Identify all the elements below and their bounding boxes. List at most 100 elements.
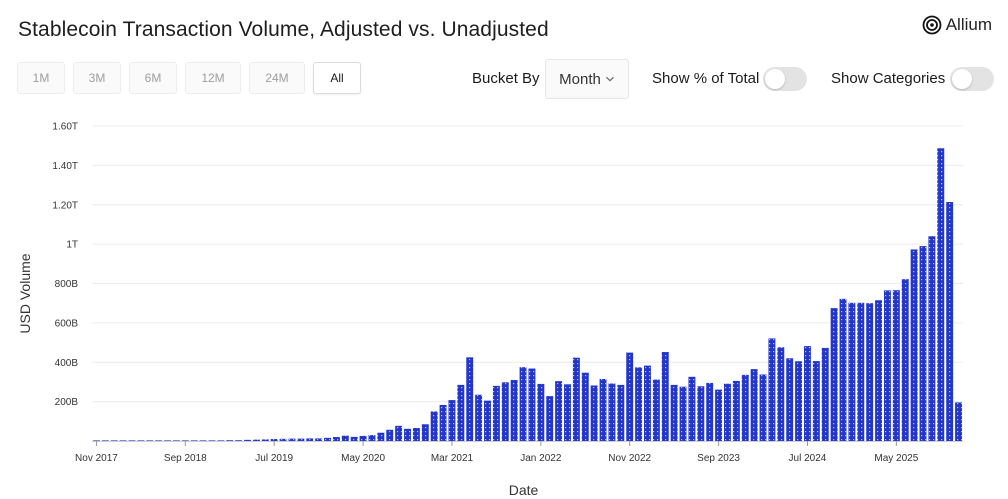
volume-bar-chart: 200B 400B 600B 800B 1T 1.20T 1.40T 1.60T Nov 201… [17,122,963,498]
range-tab-24m[interactable]: 24M [249,62,305,94]
bar [484,400,491,441]
bar [270,439,278,441]
bar [404,428,411,441]
y-tick-label: 1T [66,240,78,251]
bar [288,438,296,441]
bar [519,367,527,441]
bar [430,411,438,441]
bar [946,201,954,441]
bar [235,440,243,441]
bar [759,374,767,441]
bar [750,369,758,441]
bar [359,435,367,441]
bar [777,347,785,441]
bar [724,383,731,441]
bar [306,438,314,441]
y-tick-label: 600B [55,318,79,329]
bar [883,290,891,441]
bar [475,394,483,441]
x-axis-title: Date [509,482,539,498]
brand-name: Allium [945,15,992,34]
range-tab-3m[interactable]: 3M [73,62,121,94]
range-tab-12m[interactable]: 12M [185,62,241,94]
bar [786,358,794,441]
show-percent-label: Show % of Total [652,70,760,87]
bar [297,438,305,441]
bar [688,376,696,441]
bar [581,372,589,441]
bar [466,357,474,441]
bar [448,400,456,441]
bucket-by-value: Month [559,70,601,88]
bar [937,148,945,441]
bar [412,428,420,441]
bar [421,424,429,441]
y-axis-title: USD Volume [17,253,33,333]
show-categories-toggle[interactable] [950,67,994,91]
show-percent-toggle[interactable] [763,67,807,91]
bar [812,361,820,441]
bar [395,425,403,441]
bar [919,246,927,441]
bar [617,384,625,441]
bar [181,440,189,441]
bar [795,361,803,441]
range-tab-all[interactable]: All [313,62,361,94]
bar [626,352,634,441]
bar [528,368,536,441]
bar [92,440,100,441]
bar [635,367,643,441]
bar [901,279,909,441]
bar [172,440,180,441]
bar [315,438,323,441]
bar [332,437,340,441]
bar [252,439,260,441]
bar [119,440,127,441]
toggle-knob [765,69,785,89]
bar [101,440,109,441]
x-tick-label: Mar 2021 [431,453,474,464]
bar [279,438,287,441]
bar [155,440,163,441]
x-tick-label: Jul 2024 [789,453,827,464]
bar [875,300,883,441]
chevron-down-icon [605,76,614,82]
bucket-by-select[interactable]: Month [545,59,629,99]
bar [857,302,865,441]
bar [377,432,385,441]
bar [164,440,172,441]
toggle-knob [952,69,972,89]
bar [910,249,918,441]
bar [866,303,874,441]
bar [208,440,216,441]
range-tab-1m[interactable]: 1M [17,62,65,94]
bar [368,435,376,441]
x-tick-label: Jan 2022 [520,453,562,464]
bar [599,378,607,441]
bar [644,365,651,441]
bar [226,440,234,441]
x-tick-label: Sep 2023 [697,453,740,464]
x-tick-label: Sep 2018 [164,453,207,464]
time-range-tabs: 1M 3M 6M 12M 24M All [17,62,361,94]
page-title: Stablecoin Transaction Volume, Adjusted … [18,18,549,41]
bar [439,404,447,441]
bucket-by-label: Bucket By [472,70,540,87]
bar [892,290,900,441]
bar [670,384,678,441]
y-tick-label: 1.20T [52,200,78,211]
bar [128,440,136,441]
range-tab-6m[interactable]: 6M [129,62,177,94]
bar [244,439,252,441]
y-tick-label: 1.60T [52,122,78,133]
bar [546,396,554,441]
bar [190,440,198,441]
bar [608,383,616,441]
bar [110,440,118,441]
bar [261,439,269,441]
bar [652,379,660,441]
bar [839,298,847,441]
x-tick-label: Jul 2019 [255,453,293,464]
bar [137,440,145,441]
bar [803,346,811,441]
